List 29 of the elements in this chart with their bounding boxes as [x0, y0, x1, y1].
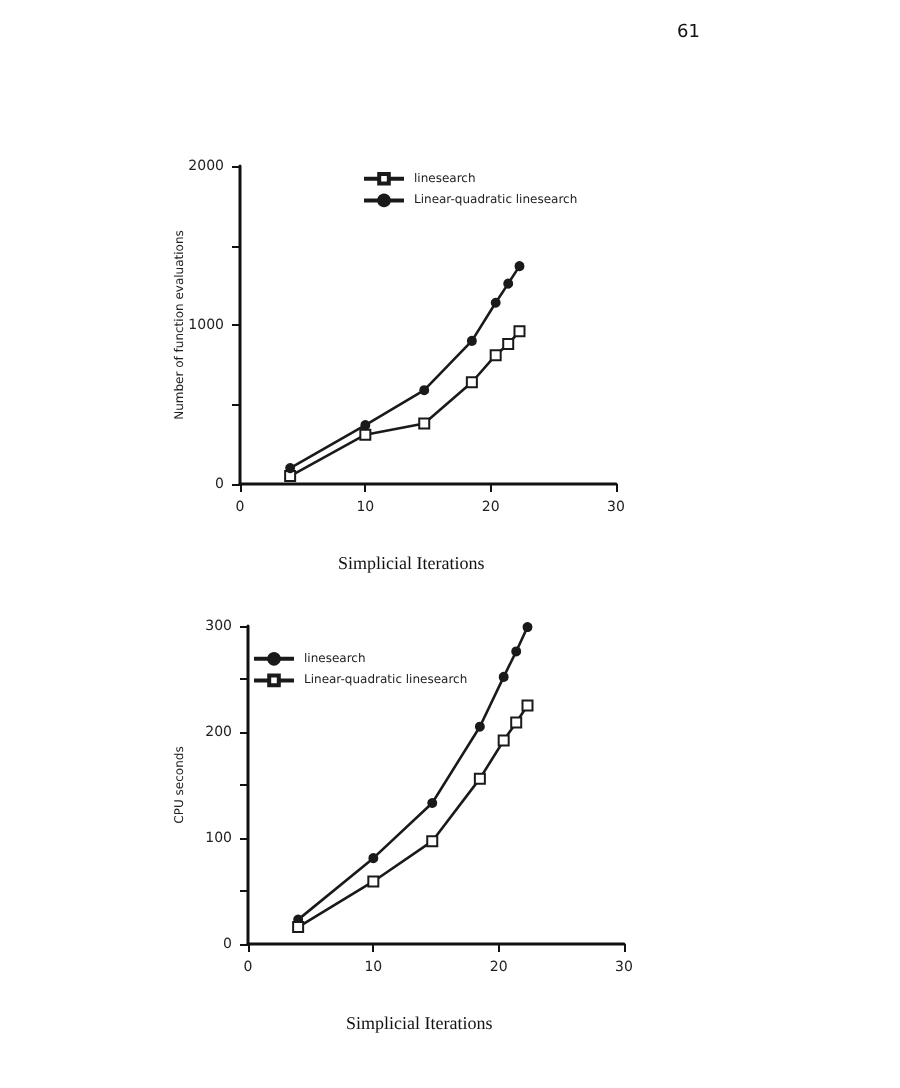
point — [489, 349, 502, 362]
point — [503, 278, 514, 289]
x-axis-title: Simplicial Iterations — [338, 553, 486, 573]
point — [427, 798, 438, 809]
point — [465, 376, 478, 389]
point — [426, 835, 439, 848]
point — [522, 622, 533, 633]
x-axis-title: Simplicial Iterations — [346, 1013, 494, 1033]
point — [473, 772, 486, 785]
point — [511, 646, 522, 657]
point — [498, 671, 509, 682]
point — [497, 734, 510, 747]
point — [502, 338, 515, 351]
point — [367, 875, 380, 888]
point — [474, 721, 485, 732]
point — [521, 699, 534, 712]
point — [419, 385, 430, 396]
point — [514, 261, 525, 272]
point — [359, 428, 372, 441]
point — [368, 853, 379, 864]
point — [360, 420, 371, 431]
point — [490, 297, 501, 308]
point — [510, 716, 523, 729]
text: 61 — [677, 23, 700, 43]
point — [466, 335, 477, 346]
point — [513, 325, 526, 338]
point — [418, 417, 431, 430]
point — [285, 463, 296, 474]
point — [292, 921, 305, 934]
